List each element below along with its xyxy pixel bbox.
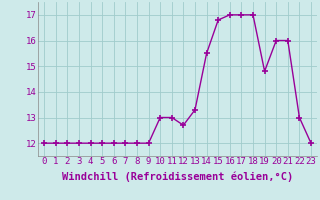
X-axis label: Windchill (Refroidissement éolien,°C): Windchill (Refroidissement éolien,°C) (62, 172, 293, 182)
